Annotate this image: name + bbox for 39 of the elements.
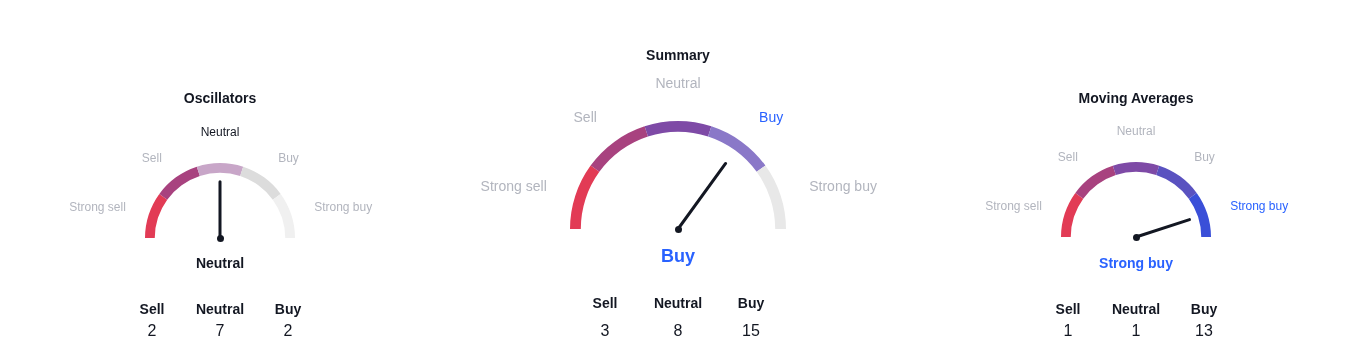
text: Neutral [195,255,245,271]
slice-label: Neutral [1116,124,1156,138]
category-label: Buy [1190,301,1218,317]
slice-label: Strong sell [480,178,547,195]
data-label: 7 [215,322,225,340]
category-label: Neutral [195,301,245,317]
slice-label: Sell [573,109,597,126]
chart-title: Oscillators [183,90,257,106]
chart-title: Summary [646,47,710,63]
data-label: 3 [600,322,610,340]
data-label: 1 [1131,322,1141,340]
chart-title: Moving Averages [1078,90,1194,106]
category-label: Sell [1055,301,1081,317]
category-label: Neutral [653,295,703,311]
category-label: Buy [737,295,765,311]
data-label: 15 [742,322,760,340]
slice-label: Sell [141,150,162,165]
slice-label: Strong buy [809,178,877,195]
slice-label: Strong sell [69,200,126,215]
slice-label: Neutral [655,75,701,91]
slice-label: Buy [759,109,784,126]
data-label: 1 [1063,322,1073,340]
data-label: 2 [283,322,293,340]
category-label: Buy [274,301,302,317]
category-label: Sell [592,295,618,311]
slice-label: Strong buy [314,200,373,215]
text: Buy [660,245,696,267]
text: Strong buy [1099,255,1173,271]
data-label: 13 [1195,322,1213,340]
slice-label: Buy [278,150,299,165]
data-label: 8 [673,322,683,340]
slice-label: Sell [1057,149,1078,164]
slice-label: Neutral [200,125,240,139]
slice-label: Strong buy [1230,199,1289,214]
data-label: 2 [147,322,157,340]
slice-label: Buy [1194,149,1215,164]
slice-label: Strong sell [985,199,1042,214]
category-label: Neutral [1111,301,1161,317]
category-label: Sell [139,301,165,317]
